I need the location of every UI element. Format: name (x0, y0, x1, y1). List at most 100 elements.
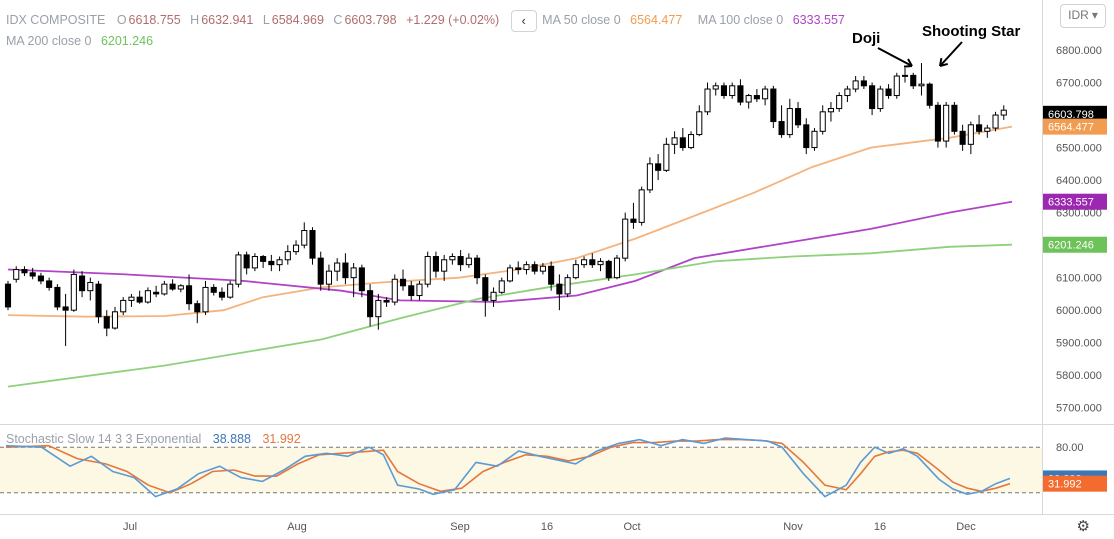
stochastic-legend: Stochastic Slow 14 3 3 Exponential 38.88… (6, 432, 303, 446)
candle (432, 251, 439, 278)
candle (136, 290, 143, 304)
candle-body (622, 218, 629, 259)
candle (260, 254, 267, 268)
candle-body (498, 280, 505, 293)
candle-body (951, 104, 958, 132)
chevron-left-icon[interactable]: ‹ (510, 10, 537, 32)
annotation-label: Doji (852, 30, 880, 47)
ohlc-legend: IDX COMPOSITE O 6618.755 H 6632.941 L 6584.… (6, 10, 847, 32)
stochastic-label: Stochastic Slow 14 3 3 Exponential (6, 432, 202, 446)
annotation-arrow-head (939, 57, 948, 67)
time-axis-label: Dec (956, 521, 976, 533)
currency-selector[interactable]: IDR ▾ (1060, 4, 1106, 28)
time-axis-label: Jul (123, 521, 137, 533)
candle-body (251, 256, 258, 269)
candle (70, 269, 77, 312)
close-value: 6603.798 (344, 13, 397, 28)
candle-body (276, 259, 283, 266)
candle (251, 253, 258, 272)
candle-body (852, 80, 859, 90)
candle-body (13, 269, 20, 280)
candle-body (62, 306, 69, 311)
candle (391, 274, 398, 306)
candle (589, 253, 596, 268)
candle-body (762, 88, 769, 100)
candle-body (21, 269, 28, 274)
candle-body (646, 163, 653, 191)
candle-body (753, 95, 760, 100)
candle (901, 67, 909, 83)
candle-body (819, 111, 826, 132)
candle (515, 261, 522, 275)
ma-line-ma200 (7, 243, 1013, 388)
candle-body (589, 259, 596, 266)
symbol-name: IDX COMPOSITE (6, 13, 106, 28)
candle-body (441, 259, 448, 272)
candle (622, 212, 629, 262)
candle (597, 258, 604, 272)
candle-body (696, 111, 703, 136)
candle-body (704, 88, 711, 113)
candle-body (663, 143, 670, 171)
candle-body (1000, 109, 1007, 116)
candle (712, 82, 719, 96)
candle (177, 284, 184, 293)
candle-body (4, 283, 12, 308)
candle-body (210, 286, 217, 293)
candle (548, 261, 555, 291)
candle-body (482, 277, 489, 301)
candle (679, 128, 686, 151)
candle (128, 293, 135, 307)
candle-body (29, 272, 36, 277)
candle (762, 85, 769, 106)
candle-body (770, 88, 777, 123)
price-label-box (1043, 118, 1107, 135)
candle (202, 280, 209, 316)
candle-body (169, 283, 176, 290)
candle-body (153, 291, 160, 295)
candle-body (70, 273, 77, 311)
candle (62, 293, 69, 346)
candle-body (375, 299, 382, 318)
candle-body (794, 108, 802, 126)
candle (729, 82, 736, 99)
candle (144, 287, 151, 304)
candle-body (391, 278, 398, 303)
candle (325, 264, 333, 291)
candle (934, 102, 941, 148)
candle-body (885, 88, 892, 97)
gear-icon[interactable]: ⚙ (1076, 518, 1090, 535)
candle (737, 79, 744, 106)
time-axis-label: 16 (541, 521, 553, 533)
candle (292, 240, 300, 255)
candle-body (235, 254, 242, 285)
price-tick-label: 5900.000 (1056, 338, 1102, 350)
candle (918, 63, 925, 96)
candle (745, 93, 752, 109)
candle (490, 287, 497, 307)
candle-body (37, 275, 44, 282)
currency-label: IDR (1068, 8, 1089, 22)
candle (720, 82, 728, 99)
candle (564, 274, 571, 298)
candle-body (901, 74, 909, 77)
candle-body (844, 88, 851, 97)
candle (860, 76, 867, 90)
price-label-text: 6201.246 (1048, 240, 1094, 252)
candle-body (260, 256, 267, 262)
candle (1000, 105, 1007, 120)
price-tick-label: 5700.000 (1056, 403, 1102, 415)
annotation-arrow (939, 41, 963, 67)
annotation-arrow-head (903, 58, 913, 68)
high-value: 6632.941 (201, 13, 254, 28)
candle (169, 279, 176, 291)
candle-body (893, 75, 900, 97)
candle-body (87, 282, 94, 292)
candle (655, 154, 662, 181)
candle-body (111, 311, 119, 329)
candle-body (185, 285, 193, 305)
candle-body (943, 104, 950, 142)
ma100-label: MA 100 close 0 (697, 13, 784, 28)
candle-body (786, 108, 793, 136)
